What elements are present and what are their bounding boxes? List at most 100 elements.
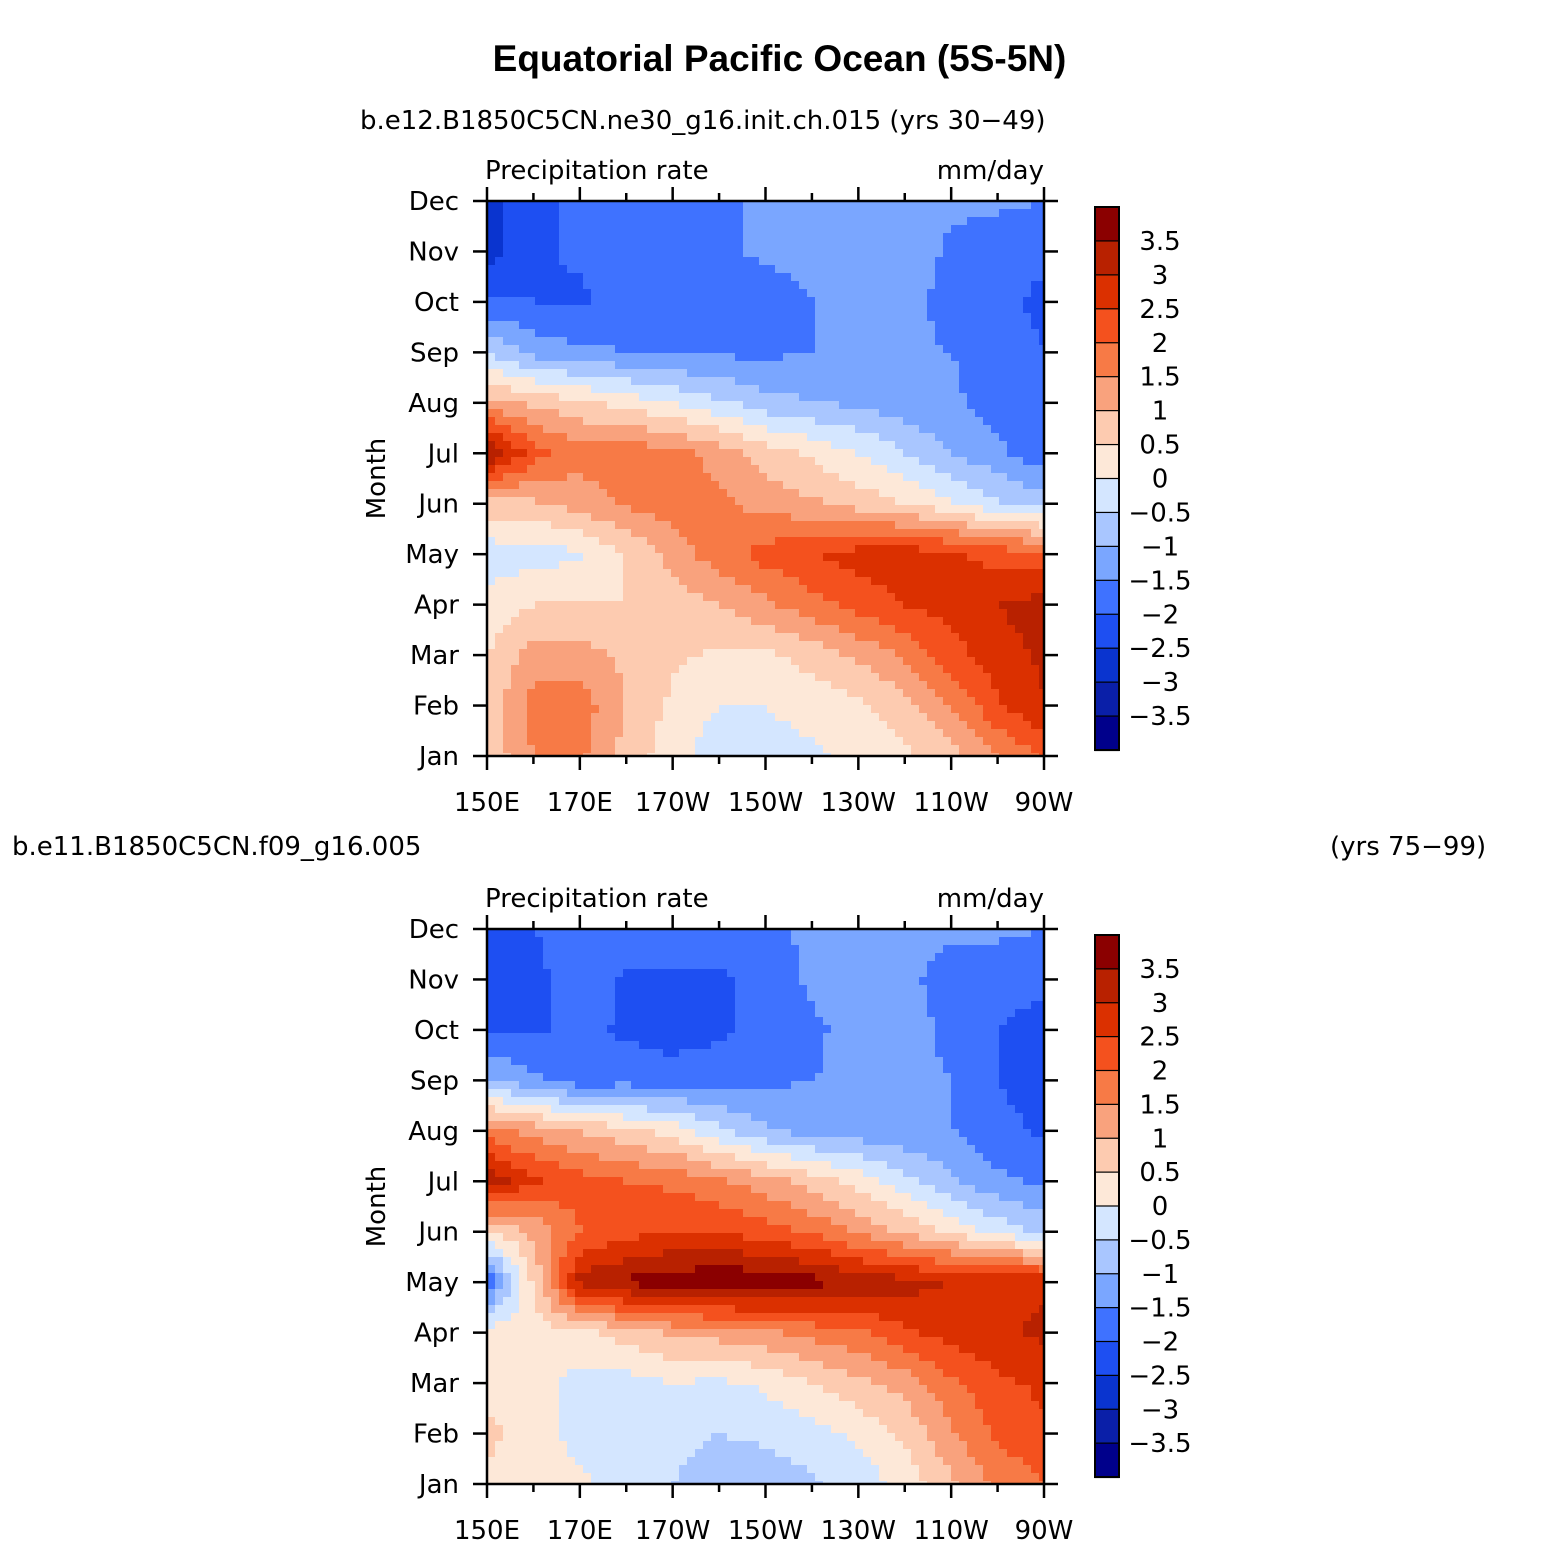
top-cell	[1007, 433, 1016, 442]
top-cell	[527, 705, 536, 714]
top-cell	[943, 625, 952, 634]
top-cell	[999, 273, 1008, 282]
top-cell	[743, 417, 752, 426]
top-cell	[991, 449, 1000, 458]
top-cell	[583, 433, 592, 442]
top-cell	[1007, 545, 1016, 554]
top-cell	[503, 545, 512, 554]
top-cell	[911, 585, 920, 594]
top-cell	[1031, 401, 1040, 410]
top-cell	[751, 297, 760, 306]
top-cell	[823, 529, 832, 538]
top-cell	[575, 281, 584, 290]
top-cell	[767, 409, 776, 418]
top-cell	[495, 617, 504, 626]
top-cell	[775, 265, 784, 274]
top-cell	[671, 537, 680, 546]
top-cell	[847, 241, 856, 250]
top-cell	[999, 641, 1008, 650]
top-cell	[775, 641, 784, 650]
top-cell	[1015, 233, 1024, 242]
top-cell	[991, 633, 1000, 642]
top-cell	[679, 241, 688, 250]
top-cell	[895, 553, 904, 562]
top-cell	[535, 617, 544, 626]
top-cell	[527, 657, 536, 666]
top-cell	[799, 553, 808, 562]
top-cell	[847, 505, 856, 514]
top-cell	[791, 521, 800, 530]
top-cell	[623, 225, 632, 234]
top-cell	[487, 545, 496, 554]
top-cell	[903, 377, 912, 386]
top-cell	[719, 521, 728, 530]
top-cell	[743, 449, 752, 458]
top-cell	[615, 649, 624, 658]
top-cell	[983, 273, 992, 282]
top-cell	[599, 273, 608, 282]
top-cell	[999, 537, 1008, 546]
top-cell	[1007, 241, 1016, 250]
top-cell	[575, 353, 584, 362]
top-cell	[575, 257, 584, 266]
top-cell	[631, 601, 640, 610]
top-cell	[759, 649, 768, 658]
top-cell	[727, 425, 736, 434]
top-cell	[735, 249, 744, 258]
top-cell	[863, 425, 872, 434]
top-cell	[1015, 337, 1024, 346]
top-cell	[655, 649, 664, 658]
top-cell	[1015, 585, 1024, 594]
top-cell	[495, 209, 504, 218]
top-cell	[975, 345, 984, 354]
top-cell	[711, 233, 720, 242]
top-cell	[895, 681, 904, 690]
top-cell	[951, 617, 960, 626]
top-cell	[815, 249, 824, 258]
top-cell	[935, 609, 944, 618]
top-cell	[823, 617, 832, 626]
top-cell	[663, 401, 672, 410]
top-cell	[567, 225, 576, 234]
top-cell	[1023, 561, 1032, 570]
top-cell	[639, 425, 648, 434]
top-cell	[743, 337, 752, 346]
top-cell	[535, 737, 544, 746]
top-cell	[919, 561, 928, 570]
top-cell	[655, 433, 664, 442]
top-cell	[535, 281, 544, 290]
top-cell	[959, 521, 968, 530]
top-cell	[487, 521, 496, 530]
top-cell	[1023, 529, 1032, 538]
top-cell	[919, 305, 928, 314]
top-cell	[655, 217, 664, 226]
top-cell	[695, 281, 704, 290]
top-cell	[759, 497, 768, 506]
top-cell	[951, 337, 960, 346]
top-cell	[943, 417, 952, 426]
top-cell	[983, 617, 992, 626]
top-cell	[783, 289, 792, 298]
top-cell	[959, 681, 968, 690]
top-cell	[679, 553, 688, 562]
top-cell	[791, 569, 800, 578]
top-cell	[687, 545, 696, 554]
top-cell	[671, 633, 680, 642]
top-cell	[519, 673, 528, 682]
top-cell	[679, 377, 688, 386]
top-cell	[647, 281, 656, 290]
top-cell	[575, 497, 584, 506]
top-cell	[511, 441, 520, 450]
top-cell	[1023, 441, 1032, 450]
top-cell	[535, 449, 544, 458]
top-cell	[639, 481, 648, 490]
top-cell	[823, 209, 832, 218]
top-cell	[559, 401, 568, 410]
top-cell	[727, 273, 736, 282]
top-cell	[663, 473, 672, 482]
top-cell	[727, 289, 736, 298]
top-cell	[663, 697, 672, 706]
top-cell	[735, 361, 744, 370]
top-cell	[663, 377, 672, 386]
top-cell	[975, 385, 984, 394]
